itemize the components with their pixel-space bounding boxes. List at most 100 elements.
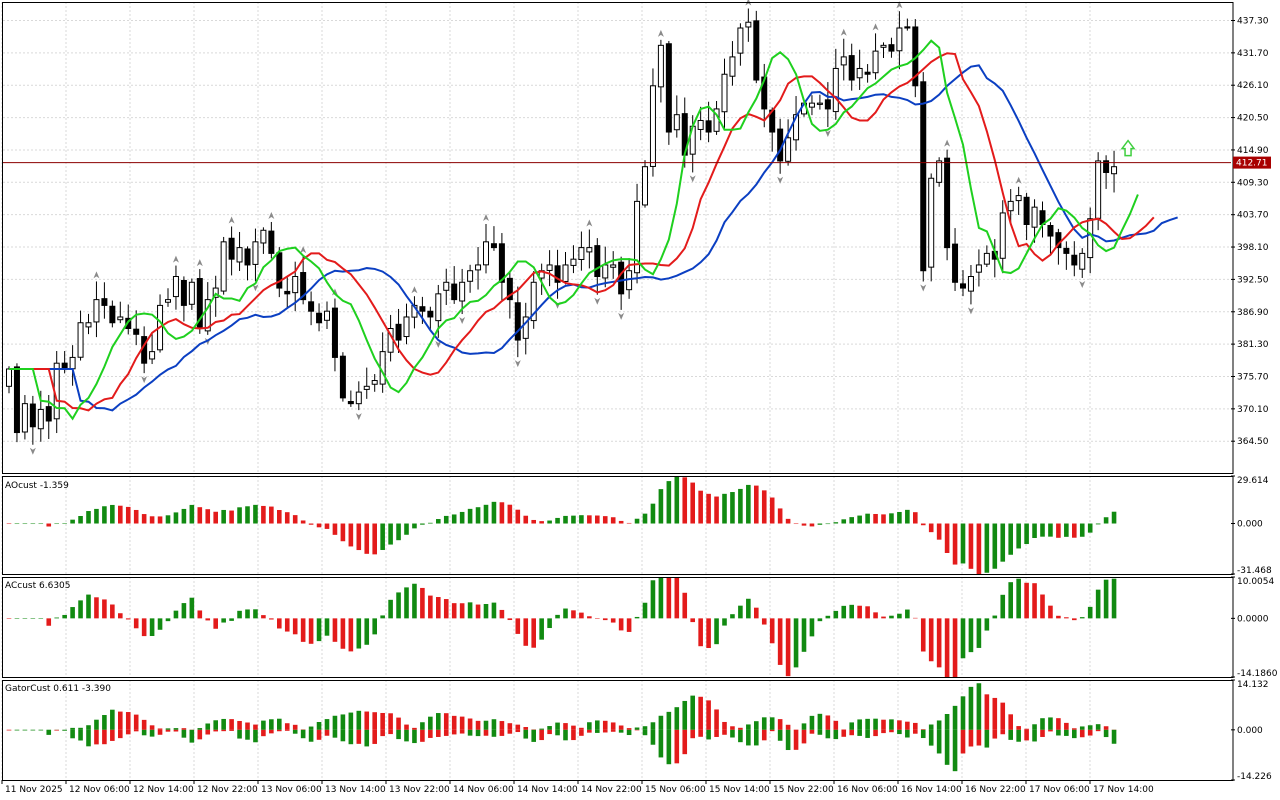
bear-candle xyxy=(952,243,959,283)
histogram-bar xyxy=(205,509,211,524)
histogram-bar xyxy=(1008,523,1013,555)
time-tick-label: 17 Nov 06:00 xyxy=(1029,785,1090,795)
histogram-bar xyxy=(348,523,354,547)
histogram-bar xyxy=(38,523,44,525)
bull-candle xyxy=(292,276,299,294)
bear-candle xyxy=(960,283,966,289)
histogram-bar xyxy=(746,598,751,619)
bull-candle xyxy=(673,114,680,131)
gator-lower-bar xyxy=(332,729,338,738)
histogram-bar xyxy=(1087,606,1093,619)
gator-upper-bar xyxy=(261,720,266,730)
gator-lower-bar xyxy=(78,729,83,741)
histogram-bar xyxy=(70,607,75,619)
histogram-bar xyxy=(157,618,163,630)
fractal-up-arrow xyxy=(300,246,307,254)
gator-lower-bar xyxy=(595,729,600,733)
gator-lower-bar xyxy=(1072,729,1077,739)
histogram-bar xyxy=(531,618,536,648)
gator-upper-bar xyxy=(626,728,632,730)
gator-lower-bar xyxy=(229,729,234,731)
histogram-bar xyxy=(1111,511,1117,524)
gator-lower-bar xyxy=(539,729,544,741)
histogram-bar xyxy=(86,511,91,524)
histogram-bar xyxy=(1000,594,1006,619)
gator-lower-bar xyxy=(205,729,211,735)
histogram-bar xyxy=(785,518,791,524)
histogram-bar xyxy=(610,517,616,524)
gator-upper-bar xyxy=(173,728,179,730)
histogram-bar xyxy=(197,507,203,524)
gator-upper-bar xyxy=(388,713,393,730)
gator-upper-bar xyxy=(960,696,966,730)
histogram-bar xyxy=(817,523,823,525)
gator-upper-bar xyxy=(213,720,218,730)
histogram-bar xyxy=(269,618,274,620)
bull-candle xyxy=(172,276,179,298)
gator-lower-bar xyxy=(801,729,807,744)
histogram-bar xyxy=(626,522,632,524)
histogram-bar xyxy=(1024,523,1029,545)
gator-lower-bar xyxy=(913,729,918,734)
time-tick-label: 14 Nov 22:00 xyxy=(581,785,642,795)
bear-candle xyxy=(45,406,52,422)
bear-candle xyxy=(554,265,561,283)
gator-upper-bar xyxy=(412,727,417,730)
gator-upper-bar xyxy=(992,697,998,730)
fractal-up-arrow xyxy=(228,216,235,224)
fractal-down-arrow xyxy=(777,176,784,184)
fractal-up-arrow xyxy=(840,28,847,36)
gator-upper-bar xyxy=(746,724,751,730)
gator-lower-bar xyxy=(412,729,417,744)
gator-lower-bar xyxy=(666,729,672,765)
gator-upper-bar xyxy=(451,715,457,730)
gator-upper-bar xyxy=(308,726,314,730)
gator-lower-bar xyxy=(944,729,950,765)
time-tick-label: 12 Nov 22:00 xyxy=(197,785,258,795)
gator-lower-bar xyxy=(722,729,727,735)
histogram-bar xyxy=(738,605,743,619)
histogram-bar xyxy=(22,618,28,619)
gator-lower-bar xyxy=(1040,729,1045,737)
gator-lower-bar xyxy=(571,729,576,741)
bull-candle xyxy=(602,264,609,279)
gator-upper-bar xyxy=(809,715,815,730)
histogram-bar xyxy=(308,523,314,525)
gator-lower-bar xyxy=(70,729,75,739)
fractal-down-arrow xyxy=(824,130,831,138)
histogram-bar xyxy=(22,523,28,525)
price-pane[interactable] xyxy=(3,0,1231,455)
bull-candle xyxy=(165,299,171,303)
histogram-bar xyxy=(523,515,529,524)
bull-candle xyxy=(435,293,442,322)
histogram-bar xyxy=(714,618,719,645)
bull-candle xyxy=(936,160,943,183)
bull-candle xyxy=(117,316,124,321)
alligator-jaw-line xyxy=(9,64,1178,412)
gator-indicator-pane[interactable] xyxy=(6,683,1117,772)
gator-upper-bar xyxy=(761,717,767,730)
histogram-bar xyxy=(992,523,998,569)
gator-lower-bar xyxy=(149,729,155,737)
gator-upper-bar xyxy=(1008,714,1013,730)
histogram-bar xyxy=(650,580,656,619)
gator-upper-bar xyxy=(253,724,258,730)
histogram-bar xyxy=(110,504,115,524)
gator-lower-bar xyxy=(936,729,942,754)
bull-candle xyxy=(729,56,736,77)
gator-upper-bar xyxy=(157,728,163,730)
bull-candle xyxy=(355,391,362,405)
histogram-bar xyxy=(277,618,282,629)
gator-lower-bar xyxy=(531,729,536,742)
histogram-bar xyxy=(889,615,894,619)
histogram-bar xyxy=(483,504,489,524)
ao-indicator-pane[interactable] xyxy=(6,476,1117,574)
gator-upper-bar xyxy=(1056,718,1061,730)
ac-indicator-pane[interactable] xyxy=(6,577,1117,677)
gator-upper-bar xyxy=(229,719,234,730)
histogram-bar xyxy=(269,506,274,524)
gator-lower-bar xyxy=(86,729,91,747)
histogram-bar xyxy=(642,602,648,619)
